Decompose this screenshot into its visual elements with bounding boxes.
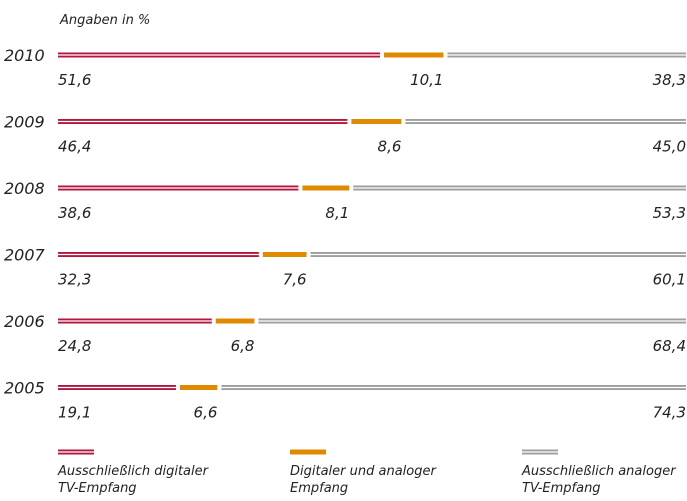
y-tick-label: 2008 — [4, 179, 45, 198]
bar-segment — [179, 385, 218, 390]
value-label: 51,6 — [58, 71, 91, 89]
value-label: 53,3 — [653, 204, 686, 222]
value-label: 24,8 — [58, 337, 91, 355]
y-tick-label: 2009 — [4, 113, 45, 132]
legend-label: Ausschließlich digitaler TV-Empfang — [58, 464, 208, 496]
legend-swatch — [290, 449, 326, 455]
value-label: 74,3 — [653, 404, 686, 422]
value-label: 38,6 — [58, 204, 91, 222]
y-tick-label: 2005 — [4, 379, 45, 398]
value-label: 32,3 — [58, 271, 91, 289]
subtitle: Angaben in % — [59, 13, 150, 28]
legend-label: Digitaler und analoger Empfang — [290, 464, 436, 496]
y-tick-label: 2007 — [4, 246, 46, 265]
legend-label: Ausschließlich analoger TV-Empfang — [522, 464, 676, 496]
y-tick-label: 2006 — [4, 312, 45, 331]
bar-segment — [262, 252, 307, 257]
value-label: 6,8 — [231, 337, 255, 355]
value-label: 8,1 — [325, 204, 349, 222]
bar-segment — [302, 185, 350, 191]
value-label: 8,6 — [378, 138, 402, 156]
bar-segment — [384, 52, 444, 58]
value-label: 7,6 — [283, 271, 307, 289]
value-label: 68,4 — [653, 337, 686, 355]
value-label: 10,1 — [410, 71, 443, 89]
y-tick-label: 2010 — [4, 46, 45, 65]
value-label: 38,3 — [653, 71, 686, 89]
bar-segment — [215, 318, 255, 324]
value-label: 19,1 — [58, 404, 91, 422]
value-label: 60,1 — [653, 271, 686, 289]
value-label: 6,6 — [194, 404, 218, 422]
value-label: 45,0 — [653, 138, 686, 156]
bar-segment — [351, 119, 402, 124]
value-label: 46,4 — [58, 138, 91, 156]
